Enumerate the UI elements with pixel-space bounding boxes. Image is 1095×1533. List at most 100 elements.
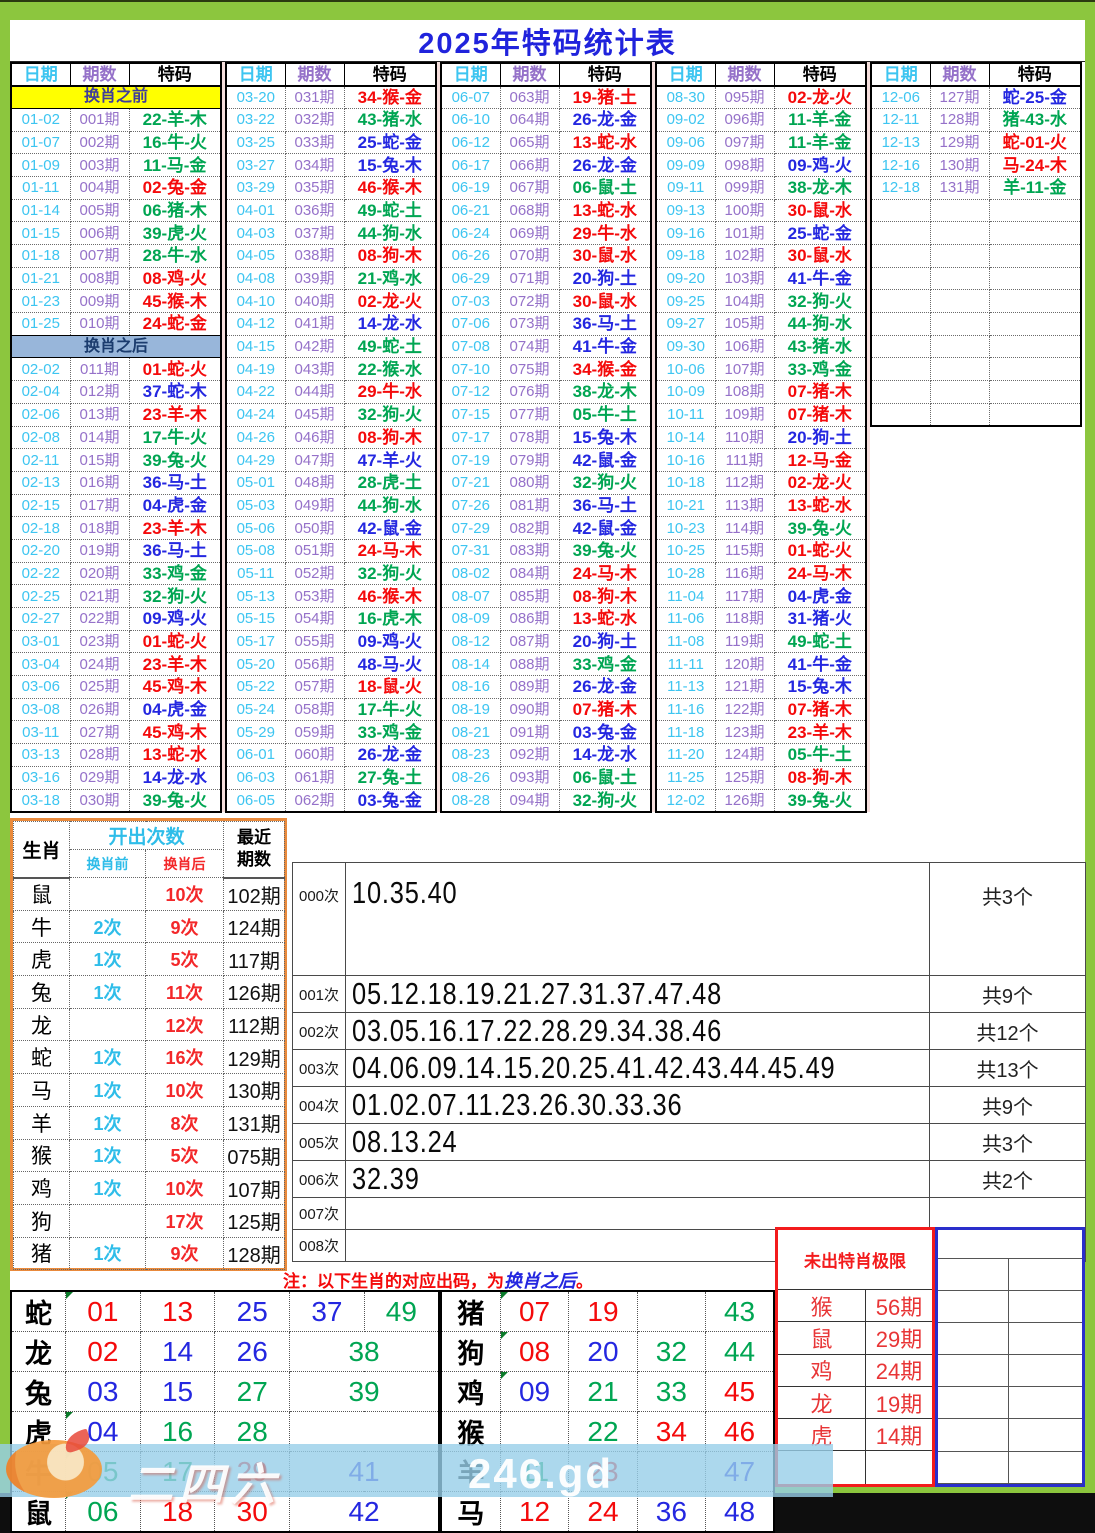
date-cell: 03-06 — [10, 675, 71, 699]
result-row: 07-26 081期 36-马-土 — [440, 493, 652, 518]
watermark-text-domain: 246.gd — [468, 1450, 614, 1497]
date-cell: 08-23 — [440, 743, 501, 767]
result-row: 10-16 111期 12-马-金 — [655, 448, 867, 472]
period-table-group-1: 日期 期数 特码 换肖之前 01-02 001期 22-羊-木 01-07 002期 16-牛-火… — [10, 62, 222, 813]
result-row: 09-11 099期 38-龙-木 — [655, 175, 867, 200]
result-row: 11-11 120期 41-牛-金 — [655, 652, 867, 677]
stats-before-cell: 1次 — [69, 1236, 146, 1271]
period-table-group-3: 日期 期数 特码 06-07 063期 19-猪-土 06-10 064期 26-龙-金 06-1… — [440, 62, 652, 813]
map-number-cell: 03 — [65, 1371, 141, 1412]
result-row: 02-06 013期 23-羊-木 — [10, 402, 222, 427]
stats-before-cell: 1次 — [69, 1171, 146, 1205]
result-row: 04-22 044期 29-牛-水 — [225, 380, 437, 404]
watermark-logo-icon — [6, 1440, 102, 1498]
result-row: 07-08 074期 41-牛-金 — [440, 334, 652, 359]
date-cell: 06-01 — [225, 743, 286, 767]
section-header-row: 换肖之前 — [10, 85, 222, 109]
empty-row — [870, 380, 1082, 404]
special-code-cell: 36-马-土 — [128, 538, 222, 563]
result-row: 03-25 033期 25-蛇-金 — [225, 130, 437, 155]
count-row: 001次 05.12.18.19.21.27.31.37.47.48 共9个 — [292, 975, 1086, 1013]
period-cell: 006期 — [69, 221, 130, 245]
date-cell: 02-27 — [10, 607, 71, 631]
special-code-cell: 33-鸡-金 — [343, 720, 437, 745]
special-code-cell: 08-鸡-火 — [128, 266, 222, 291]
special-code-cell: 01-蛇-火 — [128, 357, 222, 382]
special-code-cell: 15-兔-木 — [773, 675, 867, 699]
period-cell: 130期 — [929, 153, 990, 177]
special-code-cell: 19-猪-土 — [558, 85, 652, 109]
empty-row — [870, 221, 1082, 245]
period-cell: 126期 — [714, 788, 775, 813]
period-cell: 034期 — [284, 153, 345, 177]
count-numbers-cell: 10.35.40 — [345, 862, 930, 976]
period-table-group-4: 日期 期数 特码 08-30 095期 02-龙-火 09-02 096期 11-羊-金 09-0… — [655, 62, 867, 813]
special-code-cell: 03-兔-金 — [558, 720, 652, 745]
date-cell: 09-27 — [655, 312, 716, 336]
result-row: 01-14 005期 06-猪-木 — [10, 198, 222, 223]
date-cell: 02-25 — [10, 584, 71, 608]
period-cell: 039期 — [284, 266, 345, 291]
period-cell: 105期 — [714, 312, 775, 336]
period-cell: 089期 — [499, 675, 560, 699]
period-results-table: 日期 期数 特码 换肖之前 01-02 001期 22-羊-木 01-07 002期 16-牛-火… — [10, 62, 1085, 813]
date-cell: 06-03 — [225, 765, 286, 790]
date-cell: 10-06 — [655, 357, 716, 382]
result-row: 03-16 029期 14-龙-水 — [10, 765, 222, 790]
special-code-cell: 14-龙-水 — [343, 312, 437, 336]
stats-row: 羊 1次 8次 131期 — [13, 1105, 286, 1140]
stats-recent-cell: 128期 — [223, 1236, 286, 1271]
stats-before-cell — [69, 877, 146, 911]
unreleased-zodiac-limit-box: 未出特肖极限 猴 56期鼠 29期鸡 24期龙 19期虎 14期 — [775, 1227, 935, 1487]
result-row: 04-12 041期 14-龙-水 — [225, 312, 437, 336]
special-code-cell: 蛇-01-火 — [988, 130, 1082, 155]
result-row: 07-17 078期 15-兔-木 — [440, 425, 652, 450]
period-cell: 051期 — [284, 538, 345, 563]
result-row: 09-20 103期 41-牛-金 — [655, 266, 867, 291]
result-row: 04-24 045期 32-狗-火 — [225, 402, 437, 427]
special-code-cell: 18-鼠-火 — [343, 675, 437, 699]
date-cell: 07-31 — [440, 538, 501, 563]
result-row: 08-07 085期 08-狗-木 — [440, 584, 652, 608]
result-row: 12-06 127期 蛇-25-金 — [870, 85, 1082, 109]
stats-header-after: 换肖后 — [144, 849, 225, 878]
count-numbers-text: 32.39 — [352, 1161, 420, 1197]
stats-zodiac-cell: 蛇 — [13, 1040, 70, 1075]
special-code-cell: 32-狗-火 — [558, 470, 652, 495]
date-cell: 12-02 — [655, 788, 716, 813]
special-code-cell: 44-狗-水 — [343, 493, 437, 518]
special-code-cell: 44-狗-水 — [773, 312, 867, 336]
period-cell: 036期 — [284, 198, 345, 223]
special-code-cell: 06-鼠-土 — [558, 175, 652, 200]
date-cell: 10-23 — [655, 516, 716, 540]
blue-grid-divider — [1008, 1259, 1009, 1484]
map-number-cell: 21 — [568, 1371, 638, 1412]
special-code-cell: 36-马-土 — [128, 470, 222, 495]
period-cell: 004期 — [69, 175, 130, 200]
stats-zodiac-cell: 羊 — [13, 1105, 70, 1140]
count-total-cell: 共12个 — [929, 1012, 1086, 1050]
result-row: 01-25 010期 24-蛇-金 — [10, 312, 222, 336]
result-row: 10-23 114期 39-兔-火 — [655, 516, 867, 540]
column-header: 日期 — [10, 62, 71, 87]
result-row: 06-21 068期 13-蛇-水 — [440, 198, 652, 223]
map-number-cell: 09 — [499, 1371, 570, 1412]
result-row: 09-06 097期 11-羊-金 — [655, 130, 867, 155]
result-row: 05-15 054期 16-虎-木 — [225, 607, 437, 631]
blue-grid-row — [938, 1419, 1082, 1452]
result-row: 12-11 128期 猪-43-水 — [870, 107, 1082, 132]
period-cell: 041期 — [284, 312, 345, 336]
stats-row: 蛇 1次 16次 129期 — [13, 1040, 286, 1075]
period-cell: 065期 — [499, 130, 560, 155]
date-cell: 02-06 — [10, 402, 71, 427]
result-row: 03-20 031期 34-猴-金 — [225, 85, 437, 109]
stats-after-cell: 10次 — [144, 1073, 225, 1107]
column-header: 日期 — [655, 62, 716, 87]
count-numbers-cell: 05.12.18.19.21.27.31.37.47.48 — [345, 975, 930, 1013]
period-cell: 021期 — [69, 584, 130, 608]
period-cell: 116期 — [714, 561, 775, 586]
special-code-cell: 42-鼠-金 — [558, 448, 652, 472]
stats-before-cell: 1次 — [69, 1073, 146, 1107]
result-row: 08-19 090期 07-猪-木 — [440, 697, 652, 722]
period-cell: 045期 — [284, 402, 345, 427]
